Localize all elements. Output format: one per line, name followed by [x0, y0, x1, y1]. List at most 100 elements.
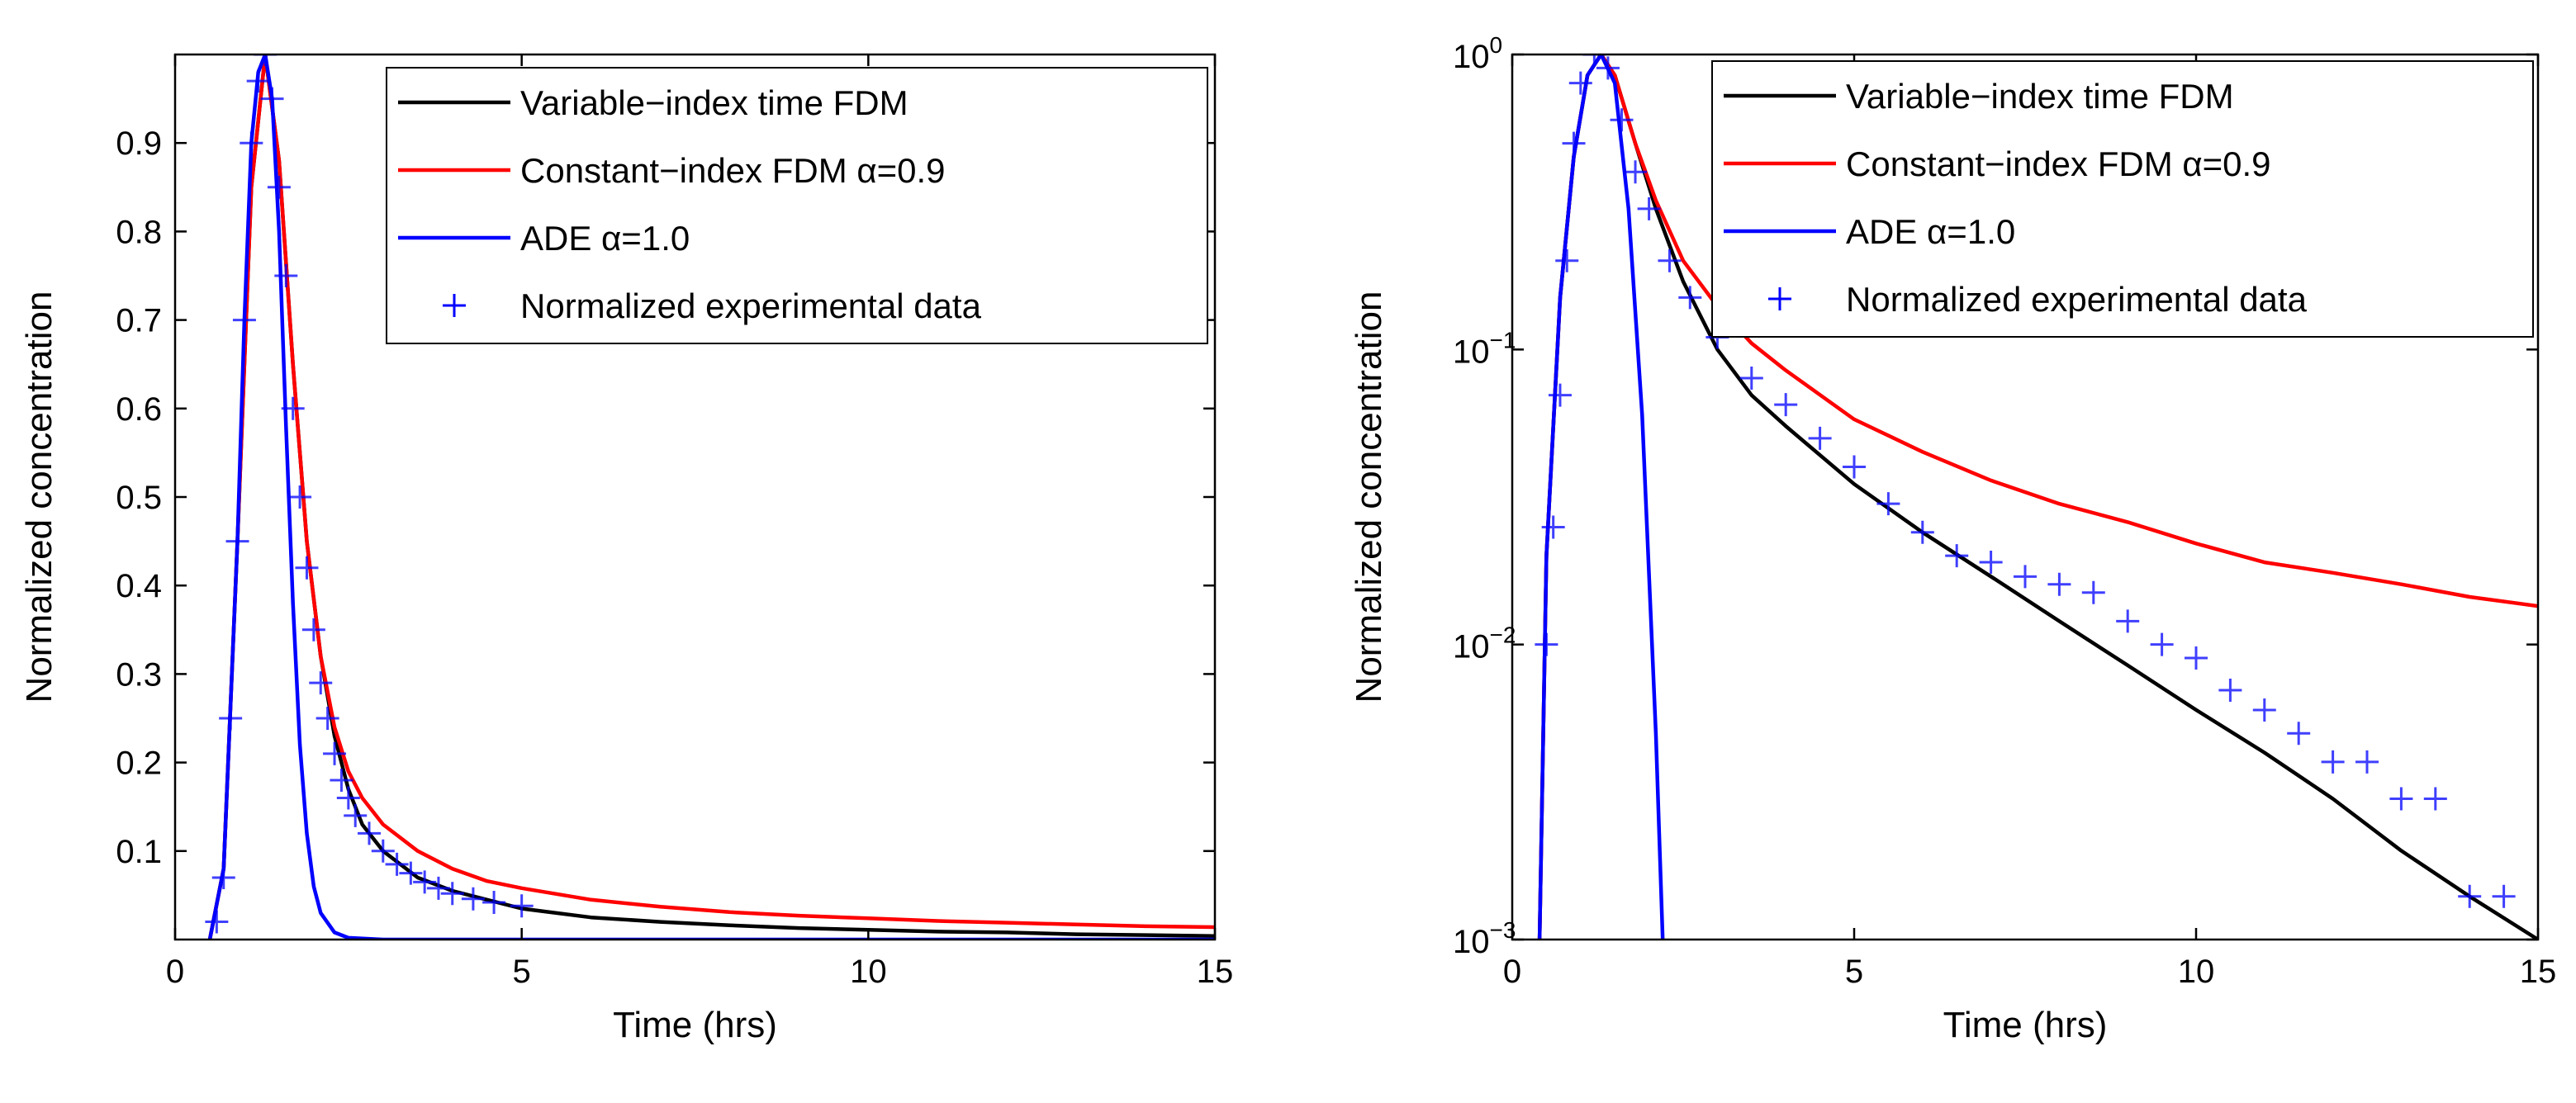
data-point: [1596, 56, 1620, 80]
x-tick-label: 0: [1503, 954, 1521, 990]
data-point: [1843, 455, 1866, 479]
series-experimental-data: [205, 54, 534, 934]
legend-label: Variable−index time FDM: [520, 83, 908, 122]
legend-marker: [443, 294, 466, 317]
legend-label: Normalized experimental data: [520, 286, 982, 325]
data-point: [482, 890, 506, 914]
data-point: [260, 87, 284, 111]
data-point: [371, 839, 395, 863]
x-axis-label: Time (hrs): [613, 1005, 777, 1045]
x-tick-label: 5: [1845, 954, 1863, 990]
y-tick-label: 0.6: [116, 391, 162, 428]
data-point: [1637, 196, 1661, 220]
legend-label: Constant−index FDM α=0.9: [1846, 144, 2271, 183]
data-point: [211, 865, 235, 889]
data-point: [246, 69, 270, 93]
data-point: [426, 876, 450, 900]
data-point: [2116, 609, 2140, 633]
data-point: [2458, 884, 2482, 908]
data-point: [288, 485, 312, 509]
data-point: [2492, 884, 2516, 908]
legend-label: Variable−index time FDM: [1846, 77, 2234, 116]
chart-left: 0 5 10 15 0.1 0.2 0.3 0.4 0.5 0.6 0.7 0.8 0.9 Time (h…: [19, 53, 1234, 1045]
data-point: [1610, 108, 1634, 132]
data-point: [2047, 572, 2071, 596]
data-point: [323, 741, 347, 765]
legend-label: ADE α=1.0: [520, 219, 690, 258]
data-point: [330, 769, 353, 793]
data-point: [274, 264, 298, 287]
data-point: [1568, 71, 1592, 95]
legend-box: [386, 67, 1208, 344]
legend: Variable−index time FDM Constant−index FD…: [386, 67, 1208, 344]
data-point: [1739, 366, 1763, 390]
series-experimental-data: [1535, 54, 2516, 908]
y-tick-label: 0.4: [116, 568, 162, 604]
data-point: [2081, 580, 2105, 604]
plot-area: [205, 54, 1215, 940]
y-tick-label: 10−2: [1453, 623, 1516, 665]
data-point: [1774, 393, 1798, 417]
data-point: [2185, 646, 2208, 670]
data-point: [1910, 520, 1934, 544]
data-point: [267, 175, 291, 199]
data-point: [295, 556, 319, 580]
data-point: [1541, 515, 1565, 539]
data-point: [336, 786, 360, 810]
y-tick-label: 10−3: [1453, 917, 1516, 960]
chart-panel-left: 0 5 10 15 0.1 0.2 0.3 0.4 0.5 0.6 0.7 0.8 0.9 Time (h…: [0, 0, 1288, 1099]
data-point: [358, 821, 382, 845]
y-axis-label: Normalized concentration: [19, 291, 59, 703]
data-point: [1555, 249, 1579, 272]
data-point: [2423, 787, 2447, 811]
legend-label: ADE α=1.0: [1846, 212, 2015, 251]
data-point: [1876, 492, 1900, 516]
y-tick-label: 0.9: [116, 125, 162, 162]
data-point: [1945, 544, 1969, 568]
data-point: [2287, 722, 2311, 746]
data-point: [1582, 54, 1606, 66]
x-axis-label: Time (hrs): [1943, 1005, 2108, 1045]
x-tick-label: 15: [2520, 954, 2557, 990]
data-point: [461, 887, 485, 911]
plot-area: [1535, 54, 2538, 940]
x-tick-label: 10: [2178, 954, 2215, 990]
data-point: [2355, 750, 2379, 774]
data-point: [1624, 160, 1648, 184]
axes-box: [1511, 53, 2540, 941]
data-point: [1808, 426, 1832, 450]
chart-right: 0 5 10 15 10−3 10−2 10−1 100 Time (hrs) Normalize…: [1349, 32, 2557, 1045]
legend-marker: [1768, 287, 1791, 310]
data-point: [2014, 565, 2037, 589]
legend-box: [1711, 60, 2534, 338]
y-axis-label: Normalized concentration: [1349, 291, 1389, 703]
data-point: [510, 894, 534, 918]
series-line-2: [1537, 54, 1665, 940]
y-tick-label: 0.8: [116, 214, 162, 250]
y-tick-label: 0.5: [116, 480, 162, 516]
data-point: [1548, 383, 1572, 407]
data-point: [1678, 286, 1702, 310]
data-point: [2321, 750, 2345, 774]
y-tick-label: 10−1: [1453, 327, 1516, 370]
data-point: [2252, 698, 2276, 722]
y-tick-label: 0.1: [116, 834, 162, 870]
x-tick-label: 0: [166, 954, 184, 990]
data-point: [399, 861, 423, 885]
data-point: [225, 529, 249, 553]
data-point: [219, 707, 243, 730]
x-tick-label: 15: [1197, 954, 1234, 990]
data-point: [385, 852, 409, 876]
data-point: [1658, 249, 1682, 272]
legend-label: Constant−index FDM α=0.9: [520, 151, 946, 190]
legend: Variable−index time FDM Constant−index FD…: [1711, 60, 2534, 338]
data-point: [1535, 632, 1558, 656]
data-point: [2389, 787, 2413, 811]
data-point: [240, 131, 263, 155]
data-point: [344, 803, 368, 827]
data-point: [205, 910, 229, 934]
data-point: [440, 882, 464, 906]
y-tick-label: 0.7: [116, 303, 162, 339]
y-tick-label: 100: [1453, 32, 1502, 75]
data-point: [281, 396, 305, 420]
